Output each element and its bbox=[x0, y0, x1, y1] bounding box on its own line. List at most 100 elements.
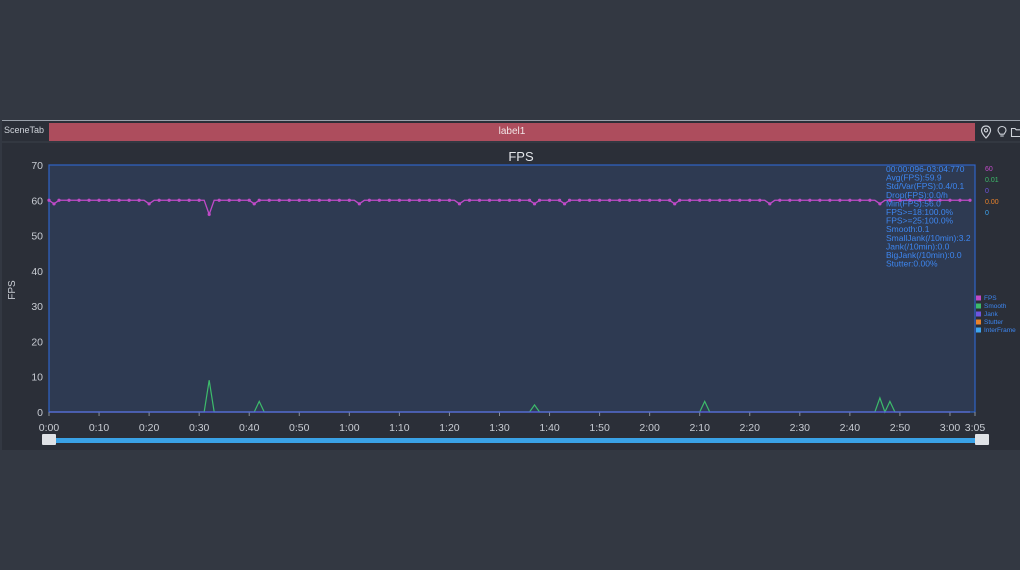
fps-point bbox=[67, 198, 71, 202]
stats-line: Jank(/10min):0.0 bbox=[886, 241, 950, 251]
location-pin-icon[interactable] bbox=[979, 125, 993, 139]
fps-point bbox=[127, 198, 131, 202]
x-tick-label: 0:20 bbox=[139, 422, 160, 434]
fps-point bbox=[107, 198, 111, 202]
lightbulb-icon[interactable] bbox=[995, 125, 1009, 139]
x-tick-label: 2:00 bbox=[639, 422, 660, 434]
fps-point bbox=[147, 202, 151, 206]
x-tick-label: 1:20 bbox=[439, 422, 460, 434]
scene-tab-label[interactable]: SceneTab bbox=[4, 125, 45, 135]
fps-point bbox=[708, 198, 712, 202]
fps-point bbox=[868, 198, 872, 202]
fps-point bbox=[798, 198, 802, 202]
y-tick-label: 10 bbox=[31, 372, 43, 384]
fps-point bbox=[217, 198, 221, 202]
tab-title-strip[interactable]: label1 bbox=[49, 123, 975, 141]
x-tick-label: 2:50 bbox=[890, 422, 911, 434]
stats-right-value: 60 bbox=[985, 166, 993, 173]
fps-point bbox=[673, 202, 677, 206]
x-tick-label: 0:40 bbox=[239, 422, 260, 434]
fps-point bbox=[497, 198, 502, 202]
fps-point bbox=[252, 202, 256, 206]
fps-point bbox=[347, 198, 351, 202]
time-range-scrollbar[interactable] bbox=[42, 434, 989, 445]
stats-right-value: 0.01 bbox=[985, 177, 999, 184]
fps-point bbox=[848, 198, 852, 202]
fps-point bbox=[187, 198, 191, 202]
y-axis-label: FPS bbox=[7, 280, 18, 300]
fps-point bbox=[758, 198, 762, 202]
tab-bar: SceneTab label1 bbox=[2, 120, 1020, 142]
fps-point bbox=[768, 202, 772, 206]
fps-point bbox=[457, 202, 462, 206]
fps-point bbox=[858, 198, 862, 202]
fps-point bbox=[487, 198, 492, 202]
fps-point bbox=[748, 198, 752, 202]
fps-point bbox=[97, 198, 101, 202]
fps-point bbox=[507, 198, 512, 202]
x-tick-label: 1:40 bbox=[539, 422, 560, 434]
fps-point bbox=[788, 198, 792, 202]
y-tick-label: 20 bbox=[31, 336, 43, 348]
fps-point bbox=[808, 198, 812, 202]
x-tick-label: 0:50 bbox=[289, 422, 310, 434]
x-tick-label: 1:10 bbox=[389, 422, 410, 434]
fps-point bbox=[517, 198, 522, 202]
fps-point bbox=[838, 198, 842, 202]
fps-point bbox=[968, 198, 972, 202]
x-tick-label: 3:00 bbox=[940, 422, 961, 434]
fps-point bbox=[532, 202, 537, 206]
y-tick-label: 30 bbox=[31, 301, 43, 313]
fps-point bbox=[668, 198, 672, 202]
fps-point bbox=[658, 198, 662, 202]
y-tick-label: 60 bbox=[31, 195, 43, 207]
fps-point bbox=[908, 198, 912, 202]
legend-label: InterFrame bbox=[984, 327, 1016, 334]
scrollbar-track[interactable] bbox=[52, 438, 977, 443]
y-tick-label: 0 bbox=[37, 407, 43, 419]
plot-area bbox=[48, 164, 976, 413]
y-tick-label: 70 bbox=[31, 160, 43, 172]
fps-point bbox=[227, 198, 231, 202]
fps-point bbox=[878, 202, 882, 206]
fps-point bbox=[287, 198, 291, 202]
scrollbar-right-handle[interactable] bbox=[975, 434, 989, 445]
fps-point bbox=[157, 198, 161, 202]
fps-point bbox=[928, 198, 932, 202]
fps-point bbox=[638, 198, 642, 202]
fps-point bbox=[297, 198, 301, 202]
y-tick-label: 40 bbox=[31, 266, 43, 278]
x-tick-label: 1:00 bbox=[339, 422, 360, 434]
fps-point bbox=[277, 198, 281, 202]
stats-line: 00:00:096-03:04:770 bbox=[886, 164, 965, 174]
x-tick-label: 2:20 bbox=[740, 422, 761, 434]
x-tick-label: 1:30 bbox=[489, 422, 510, 434]
fps-point bbox=[447, 198, 452, 202]
fps-point bbox=[197, 198, 201, 202]
fps-point bbox=[52, 202, 56, 206]
fps-point bbox=[577, 198, 582, 202]
legend-swatch bbox=[976, 303, 981, 309]
chart-title: FPS bbox=[508, 149, 534, 164]
fps-chart: FPS FPS 0 10 20 30 40 50 60 70 0:00 0:10 0:20 0:30… bbox=[2, 141, 1020, 445]
x-tick-label: 2:10 bbox=[689, 422, 710, 434]
fps-point bbox=[357, 202, 361, 206]
fps-point bbox=[718, 198, 722, 202]
fps-point bbox=[828, 198, 832, 202]
legend-swatch bbox=[976, 327, 981, 333]
x-tick-label: 0:30 bbox=[189, 422, 210, 434]
fps-point bbox=[888, 198, 892, 202]
fps-point bbox=[207, 212, 211, 216]
stats-line: Smooth:0.1 bbox=[886, 224, 930, 234]
fps-point bbox=[958, 198, 962, 202]
fps-point bbox=[417, 198, 421, 202]
fps-point bbox=[137, 198, 141, 202]
fps-point bbox=[778, 198, 782, 202]
scrollbar-left-handle[interactable] bbox=[42, 434, 56, 445]
stats-right-value: 0 bbox=[985, 188, 989, 195]
folder-icon[interactable] bbox=[1010, 125, 1020, 139]
fps-point bbox=[407, 198, 411, 202]
legend-label: Stutter bbox=[984, 319, 1004, 326]
x-tick-label: 0:00 bbox=[39, 422, 60, 434]
fps-point bbox=[818, 198, 822, 202]
